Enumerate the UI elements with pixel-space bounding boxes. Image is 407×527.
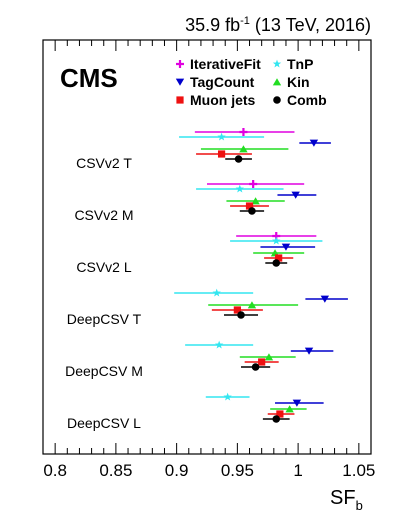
data-point xyxy=(304,347,314,355)
data-point xyxy=(251,363,260,371)
legend-entry-kin: Kin xyxy=(272,74,310,90)
legend-label: TnP xyxy=(287,56,313,72)
data-point xyxy=(291,191,300,199)
data-point xyxy=(239,145,248,153)
category-label-deepcsv-m: DeepCSV M xyxy=(65,363,143,379)
legend-marker xyxy=(176,60,184,68)
data-point xyxy=(292,399,302,407)
category-label-csvv2-l: CSVv2 L xyxy=(76,259,131,275)
data-point xyxy=(309,139,319,147)
x-tick-label: 0.95 xyxy=(221,461,254,480)
data-point xyxy=(233,306,241,314)
legend-label: Kin xyxy=(287,74,310,90)
series-muon-jets xyxy=(196,150,295,418)
data-point xyxy=(272,236,281,245)
data-point xyxy=(285,405,294,413)
data-point xyxy=(217,132,226,141)
series-tagcount xyxy=(260,139,348,407)
legend-marker xyxy=(272,78,282,86)
legend: IterativeFit TnP TagCount Kin Muon jets Comb xyxy=(175,56,327,108)
category-label-csvv2-m: CSVv2 M xyxy=(74,207,133,223)
x-axis-ticks: 0.8 0.85 0.9 0.95 1 1.05 xyxy=(42,40,375,480)
data-point xyxy=(239,128,248,136)
legend-marker xyxy=(176,96,184,104)
x-axis-label: SFb xyxy=(330,487,363,513)
data-point xyxy=(249,180,258,188)
data-points xyxy=(174,128,348,423)
legend-entry-tnp: TnP xyxy=(272,56,313,72)
data-point xyxy=(258,358,266,366)
x-tick-label: 1.05 xyxy=(342,461,375,480)
legend-label: Comb xyxy=(287,92,327,108)
data-point xyxy=(235,184,244,193)
data-point xyxy=(223,392,232,401)
data-point xyxy=(234,155,243,163)
data-point xyxy=(247,301,257,309)
legend-marker xyxy=(175,78,185,86)
data-point xyxy=(275,254,283,262)
data-point xyxy=(248,207,256,215)
legend-entry-iterativefit: IterativeFit xyxy=(176,56,261,72)
series-tnp xyxy=(174,132,323,401)
category-label-deepcsv-t: DeepCSV T xyxy=(67,311,142,327)
legend-label: TagCount xyxy=(190,74,255,90)
legend-marker xyxy=(273,96,281,104)
legend-label: Muon jets xyxy=(190,92,256,108)
legend-entry-tagcount: TagCount xyxy=(175,74,255,90)
category-label-csvv2-t: CSVv2 T xyxy=(76,155,132,171)
luminosity-label: 35.9 fb-1 (13 TeV, 2016) xyxy=(185,15,371,35)
cms-label: CMS xyxy=(60,63,118,93)
plot-frame xyxy=(42,39,372,455)
legend-label: IterativeFit xyxy=(190,56,261,72)
legend-entry-comb: Comb xyxy=(273,92,327,108)
data-point xyxy=(217,150,226,158)
data-point xyxy=(245,202,254,210)
x-tick-label: 1 xyxy=(293,461,302,480)
data-point xyxy=(212,288,221,297)
series-comb xyxy=(224,155,290,423)
data-point xyxy=(264,353,274,361)
category-label-deepcsv-l: DeepCSV L xyxy=(67,415,141,431)
data-point xyxy=(251,197,260,205)
legend-entry-muon-jets: Muon jets xyxy=(176,92,256,108)
legend-marker xyxy=(272,59,282,68)
x-tick-label: 0.85 xyxy=(99,461,132,480)
data-point xyxy=(281,243,291,251)
data-point xyxy=(276,410,284,418)
data-point xyxy=(214,340,224,349)
data-point xyxy=(320,295,330,303)
data-point xyxy=(272,415,281,423)
category-labels: CSVv2 T CSVv2 M CSVv2 L DeepCSV T DeepCSV M D… xyxy=(65,155,143,431)
data-point xyxy=(237,311,245,319)
data-point xyxy=(272,259,281,267)
x-tick-label: 0.8 xyxy=(43,461,67,480)
x-tick-label: 0.9 xyxy=(165,461,189,480)
series-iterativefit xyxy=(194,128,317,240)
